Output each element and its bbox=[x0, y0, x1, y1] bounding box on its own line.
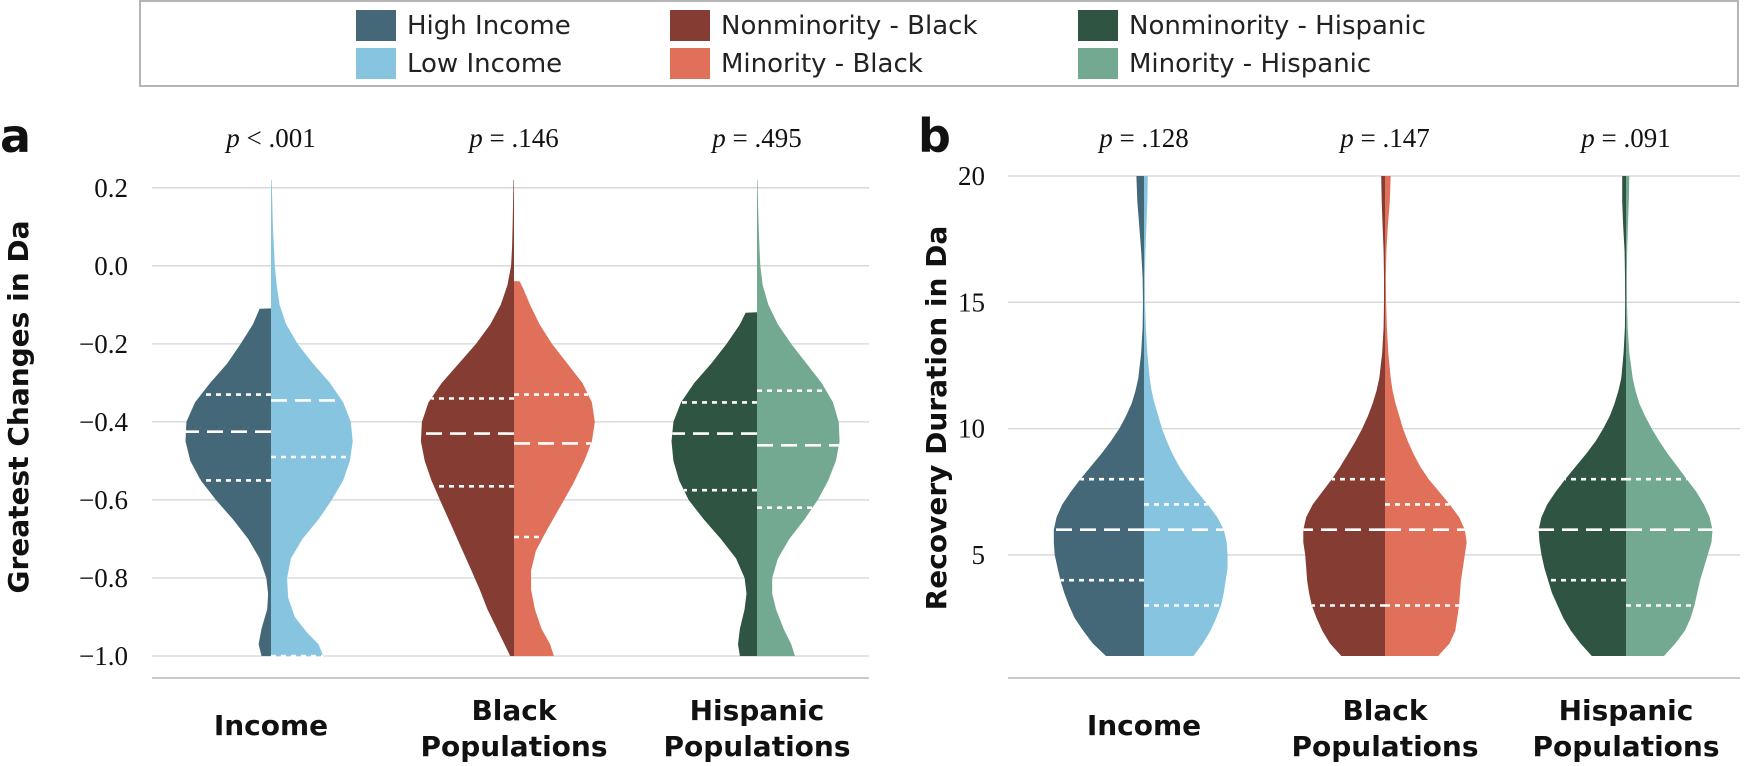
x-category-label: Populations bbox=[420, 730, 607, 763]
y-tick-label: 5 bbox=[972, 540, 986, 570]
p-value-number: = .128 bbox=[1113, 123, 1189, 153]
legend-frame bbox=[139, 0, 1739, 87]
violin-half-nonminority-hispanic bbox=[671, 312, 757, 656]
violin-half-minority-hispanic bbox=[1626, 176, 1713, 656]
panel-letter-a: a bbox=[0, 109, 31, 163]
legend-swatch-nonminority-hispanic bbox=[1078, 10, 1118, 41]
p-value-number: = .147 bbox=[1354, 123, 1430, 153]
x-categories-b: Income BlackPopulationsHispanicPopulation… bbox=[1087, 694, 1720, 763]
legend-swatch-minority-black bbox=[670, 48, 710, 79]
p-value-number: = .091 bbox=[1595, 123, 1671, 153]
x-category-label: Populations bbox=[663, 730, 850, 763]
x-category-label: Black bbox=[471, 694, 557, 727]
violin-half-nonminority-black bbox=[420, 180, 514, 656]
y-tick-label: −0.2 bbox=[79, 329, 128, 359]
legend-label-minority-hispanic: Minority - Hispanic bbox=[1129, 49, 1371, 79]
y-ticks-a: 0.2 0.0 −0.2 −0.4 −0.6 −0.8 −1.0 bbox=[79, 173, 128, 671]
y-tick-label: 20 bbox=[958, 161, 985, 191]
x-category-label: Hispanic bbox=[690, 694, 825, 727]
y-tick-label: −0.8 bbox=[79, 563, 128, 593]
violin-half-minority-black bbox=[514, 281, 595, 656]
legend-label-low-income: Low Income bbox=[407, 49, 562, 79]
x-category-label: Income bbox=[1087, 709, 1201, 742]
x-categories-a: Income BlackPopulationsHispanicPopulation… bbox=[214, 694, 851, 763]
violin-half-nonminority-hispanic bbox=[1538, 176, 1626, 656]
violin-half-minority-black bbox=[1385, 176, 1467, 656]
violin-half-nonminority-black bbox=[1303, 176, 1385, 656]
p-value-symbol: p bbox=[1579, 123, 1595, 153]
y-tick-label: 0.2 bbox=[94, 173, 128, 203]
legend-swatch-minority-hispanic bbox=[1078, 48, 1118, 79]
x-category-label: Black bbox=[1342, 694, 1428, 727]
p-value-label: p < .001 bbox=[224, 123, 315, 153]
p-values-b: p = .128 p = .147 p = .091 bbox=[1097, 123, 1670, 153]
panel-a: a Greatest Changes in Da 0.2 0.0 −0.2 −0.4 −… bbox=[0, 109, 869, 763]
panel-b: b Recovery Duration in Da 20 15 10 5 Income… bbox=[918, 109, 1740, 763]
p-value-symbol: p bbox=[1338, 123, 1354, 153]
y-tick-label: −0.6 bbox=[79, 485, 128, 515]
y-axis-label-a: Greatest Changes in Da bbox=[2, 220, 35, 593]
y-ticks-b: 20 15 10 5 bbox=[958, 161, 985, 570]
p-value-label: p = .091 bbox=[1579, 123, 1670, 153]
violin-half-high-income bbox=[1053, 176, 1144, 656]
legend-swatch-high-income bbox=[356, 10, 396, 41]
y-tick-label: 0.0 bbox=[94, 251, 128, 281]
legend-label-nonminority-black: Nonminority - Black bbox=[721, 11, 978, 41]
p-value-symbol: p bbox=[224, 123, 240, 153]
legend-label-nonminority-hispanic: Nonminority - Hispanic bbox=[1129, 11, 1426, 41]
p-value-label: p = .147 bbox=[1338, 123, 1429, 153]
violin-half-low-income bbox=[271, 180, 353, 656]
violins-b bbox=[1053, 176, 1713, 656]
x-category-label: Hispanic bbox=[1559, 694, 1694, 727]
x-category-label: Populations bbox=[1532, 730, 1719, 763]
legend-swatch-nonminority-black bbox=[670, 10, 710, 41]
y-tick-label: −0.4 bbox=[79, 407, 128, 437]
p-value-symbol: p bbox=[467, 123, 483, 153]
x-category-label: Income bbox=[214, 709, 328, 742]
p-value-label: p = .495 bbox=[710, 123, 801, 153]
y-tick-label: 10 bbox=[958, 414, 985, 444]
y-axis-label-b: Recovery Duration in Da bbox=[920, 226, 953, 611]
p-value-label: p = .128 bbox=[1097, 123, 1188, 153]
p-value-number: < .001 bbox=[240, 123, 316, 153]
x-category-label: Populations bbox=[1291, 730, 1478, 763]
p-value-symbol: p bbox=[1097, 123, 1113, 153]
p-values-a: p < .001 p = .146 p = .495 bbox=[224, 123, 801, 153]
legend-label-high-income: High Income bbox=[407, 11, 571, 41]
p-value-number: = .495 bbox=[726, 123, 802, 153]
violins-a bbox=[185, 180, 840, 658]
violin-half-low-income bbox=[1144, 176, 1228, 656]
y-tick-label: −1.0 bbox=[79, 641, 128, 671]
y-tick-label: 15 bbox=[958, 287, 985, 317]
p-value-number: = .146 bbox=[483, 123, 559, 153]
legend-label-minority-black: Minority - Black bbox=[721, 49, 923, 79]
legend-swatch-low-income bbox=[356, 48, 396, 79]
violin-half-high-income bbox=[185, 308, 271, 656]
panel-letter-b: b bbox=[918, 109, 951, 163]
p-value-label: p = .146 bbox=[467, 123, 558, 153]
violin-half-minority-hispanic bbox=[757, 180, 840, 656]
p-value-symbol: p bbox=[710, 123, 726, 153]
legend: High Income Low Income Nonminority - Bla… bbox=[139, 0, 1739, 87]
